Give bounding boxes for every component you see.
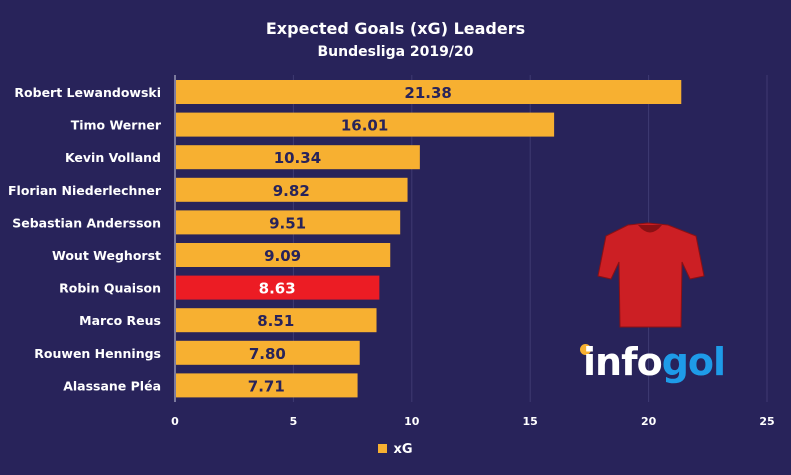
bar: [176, 308, 377, 333]
data-label: 8.63: [259, 280, 296, 298]
x-tick-label: 15: [523, 415, 538, 428]
bar: [176, 210, 401, 235]
infogol-logo: infogol: [583, 340, 726, 384]
legend-swatch: [378, 444, 388, 453]
category-label: Rouwen Hennings: [34, 346, 161, 361]
category-label: Alassane Pléa: [63, 378, 161, 393]
bar: [176, 112, 555, 137]
category-label: Kevin Volland: [65, 150, 161, 165]
category-label: Timo Werner: [71, 118, 162, 133]
x-tick-label: 0: [171, 415, 179, 428]
bar: [176, 243, 391, 267]
category-label: Robert Lewandowski: [14, 85, 161, 100]
legend: xG: [0, 442, 791, 457]
x-tick-label: 10: [404, 415, 420, 428]
data-label: 21.38: [404, 84, 451, 102]
data-label: 10.34: [274, 149, 321, 167]
category-label: Robin Quaison: [59, 281, 161, 296]
data-label: 7.71: [248, 377, 285, 395]
bar: [176, 340, 360, 365]
bar: [176, 145, 420, 170]
data-label: 9.51: [269, 214, 306, 232]
data-label: 9.09: [264, 247, 301, 265]
bar: [176, 275, 380, 300]
data-label: 16.01: [341, 117, 388, 135]
bar: [176, 373, 358, 398]
category-label: Florian Niederlechner: [8, 183, 162, 198]
x-tick-label: 5: [290, 415, 298, 428]
category-label: Wout Weghorst: [52, 248, 161, 263]
data-label: 8.51: [257, 312, 294, 330]
bar: [176, 80, 682, 104]
data-label: 9.82: [273, 182, 310, 200]
category-label: Sebastian Andersson: [12, 215, 161, 230]
data-label: 7.80: [249, 345, 286, 363]
ball-icon: [580, 344, 591, 355]
legend-label: xG: [393, 442, 413, 457]
x-tick-label: 20: [641, 415, 657, 428]
x-tick-label: 25: [759, 415, 774, 428]
chart-subtitle: Bundesliga 2019/20: [317, 44, 474, 60]
bar: [176, 177, 408, 202]
category-label: Marco Reus: [79, 313, 161, 328]
chart-title: Expected Goals (xG) Leaders: [265, 19, 526, 38]
